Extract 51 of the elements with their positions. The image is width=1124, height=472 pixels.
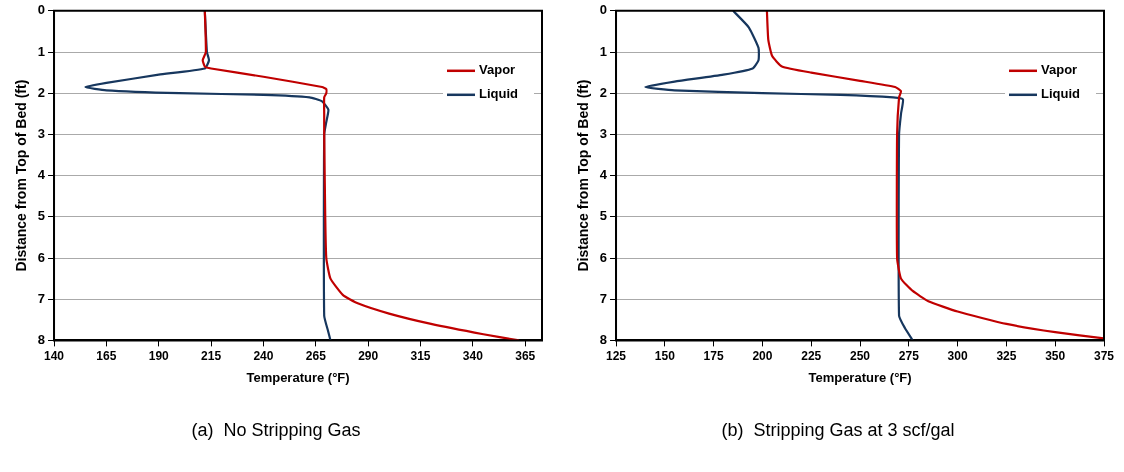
y-tick-label: 2	[599, 84, 608, 100]
x-tick-label: 250	[850, 348, 871, 363]
y-tick-label: 5	[599, 208, 608, 224]
x-tick-label: 365	[515, 348, 536, 363]
text: (a) No Stripping Gas	[191, 420, 361, 441]
y-tick-label: 3	[37, 125, 46, 141]
legend-label: Liquid	[1041, 86, 1081, 102]
y-tick-label: 8	[37, 331, 46, 347]
x-tick-label: 325	[996, 348, 1017, 363]
y-tick-label: 7	[37, 290, 46, 306]
x-tick-label: 315	[410, 348, 431, 363]
x-tick-label: 240	[253, 348, 274, 363]
x-axis-title: Temperature (°F)	[808, 370, 912, 386]
x-tick-label: 275	[898, 348, 920, 363]
x-tick-label: 190	[148, 348, 170, 363]
legend-label: Vapor	[1041, 62, 1078, 78]
x-tick-label: 165	[96, 348, 117, 363]
x-tick-label: 300	[947, 348, 968, 363]
x-tick-label: 175	[703, 348, 724, 363]
x-tick-label: 340	[462, 348, 484, 363]
y-tick-label: 7	[599, 290, 608, 306]
line-series	[644, 10, 914, 341]
y-axis-title: Distance from Top of Bed (ft)	[575, 79, 592, 272]
line-series	[765, 10, 1104, 340]
y-axis-title: Distance from Top of Bed (ft)	[13, 79, 30, 272]
y-tick-label: 6	[599, 249, 608, 265]
legend-label: Vapor	[479, 62, 516, 78]
x-axis-title: Temperature (°F)	[246, 370, 350, 386]
y-tick-label: 0	[599, 2, 608, 18]
y-tick-label: 6	[37, 249, 46, 265]
y-tick-label: 2	[37, 84, 46, 100]
text: (b) Stripping Gas at 3 scf/gal	[721, 420, 955, 441]
x-tick-label: 265	[305, 348, 327, 363]
x-tick-label: 215	[201, 348, 222, 363]
y-tick-label: 8	[599, 331, 608, 347]
x-tick-label: 150	[654, 348, 676, 363]
x-tick-label: 140	[44, 348, 65, 363]
x-tick-label: 125	[606, 348, 627, 363]
y-tick-label: 0	[37, 2, 46, 18]
y-tick-label: 5	[37, 208, 46, 224]
x-tick-label: 375	[1093, 348, 1115, 363]
x-tick-label: 350	[1045, 348, 1066, 363]
y-tick-label: 4	[37, 167, 46, 183]
x-tick-label: 200	[752, 348, 773, 363]
y-tick-label: 4	[599, 167, 608, 183]
y-tick-label: 3	[599, 125, 608, 141]
legend-label: Liquid	[479, 86, 519, 102]
y-tick-label: 1	[599, 43, 608, 59]
x-tick-label: 290	[358, 348, 379, 363]
y-tick-label: 1	[37, 43, 46, 59]
x-tick-label: 225	[801, 348, 822, 363]
